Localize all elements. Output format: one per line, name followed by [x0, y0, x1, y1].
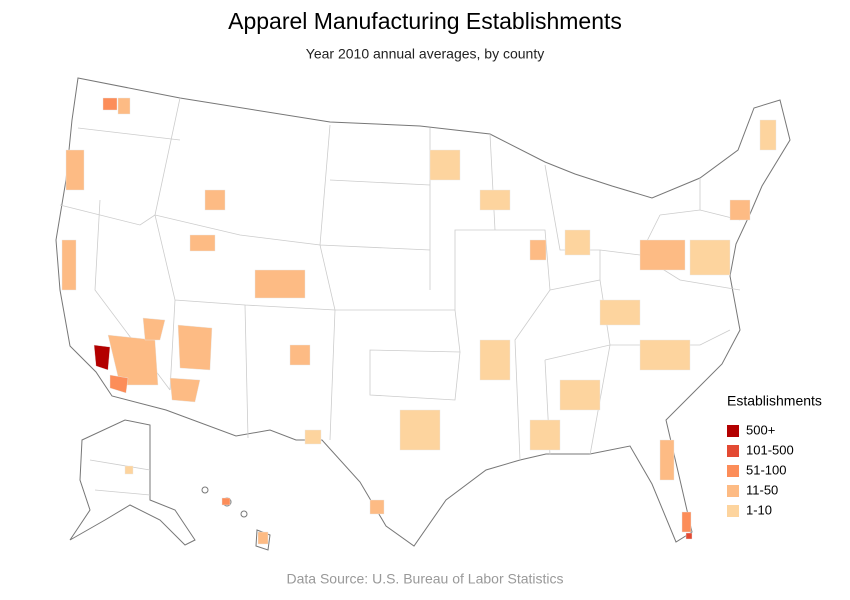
- county: [759, 119, 777, 151]
- county: [369, 499, 385, 515]
- county: [729, 199, 751, 221]
- county: [599, 299, 641, 326]
- county: [479, 339, 511, 381]
- county: [124, 465, 134, 475]
- county: [289, 344, 311, 366]
- legend-label: 51-100: [746, 462, 786, 477]
- source-note: Data Source: U.S. Bureau of Labor Statis…: [286, 571, 563, 587]
- title: Apparel Manufacturing Establishments: [228, 8, 622, 34]
- legend-swatch: [727, 485, 739, 497]
- legend-swatch: [727, 445, 739, 457]
- county: [304, 429, 322, 445]
- county: [65, 149, 85, 191]
- us-map: [55, 77, 791, 551]
- alaska-borders: [89, 459, 151, 496]
- county: [204, 189, 226, 211]
- hawaii-island: [240, 510, 248, 518]
- county: [107, 334, 159, 386]
- county: [639, 239, 686, 271]
- subtitle: Year 2010 annual averages, by county: [306, 46, 544, 62]
- county: [685, 532, 693, 540]
- county: [102, 97, 118, 111]
- alaska-outline: [69, 419, 196, 546]
- lower-48-outline: [55, 77, 791, 547]
- legend-swatch: [727, 425, 739, 437]
- county: [639, 339, 691, 371]
- county: [399, 409, 441, 451]
- county: [117, 97, 131, 115]
- county: [61, 239, 77, 291]
- county: [689, 239, 731, 276]
- legend-title: Establishments: [727, 393, 822, 409]
- county: [142, 317, 166, 341]
- county: [681, 511, 692, 533]
- hawaii-island: [201, 486, 209, 494]
- county: [93, 344, 111, 371]
- legend-label: 11-50: [746, 482, 778, 497]
- county: [189, 234, 216, 252]
- county: [177, 324, 213, 371]
- legend-label: 101-500: [746, 442, 794, 457]
- county: [254, 269, 306, 299]
- county: [659, 439, 675, 481]
- county: [221, 497, 231, 506]
- county: [564, 229, 591, 256]
- county: [169, 377, 201, 403]
- county: [529, 419, 561, 451]
- state-borders: [59, 97, 741, 461]
- county: [479, 189, 511, 211]
- legend: Establishments 500+ 101-500 51-100 11-50 1-1…: [727, 393, 822, 517]
- legend-label: 500+: [746, 422, 775, 437]
- county: [559, 379, 601, 411]
- legend-label: 1-10: [746, 502, 772, 517]
- county: [109, 374, 129, 394]
- county: [429, 149, 461, 181]
- county-patches: [61, 97, 777, 545]
- legend-swatch: [727, 505, 739, 517]
- county: [257, 531, 269, 545]
- county: [529, 239, 547, 261]
- legend-swatch: [727, 465, 739, 477]
